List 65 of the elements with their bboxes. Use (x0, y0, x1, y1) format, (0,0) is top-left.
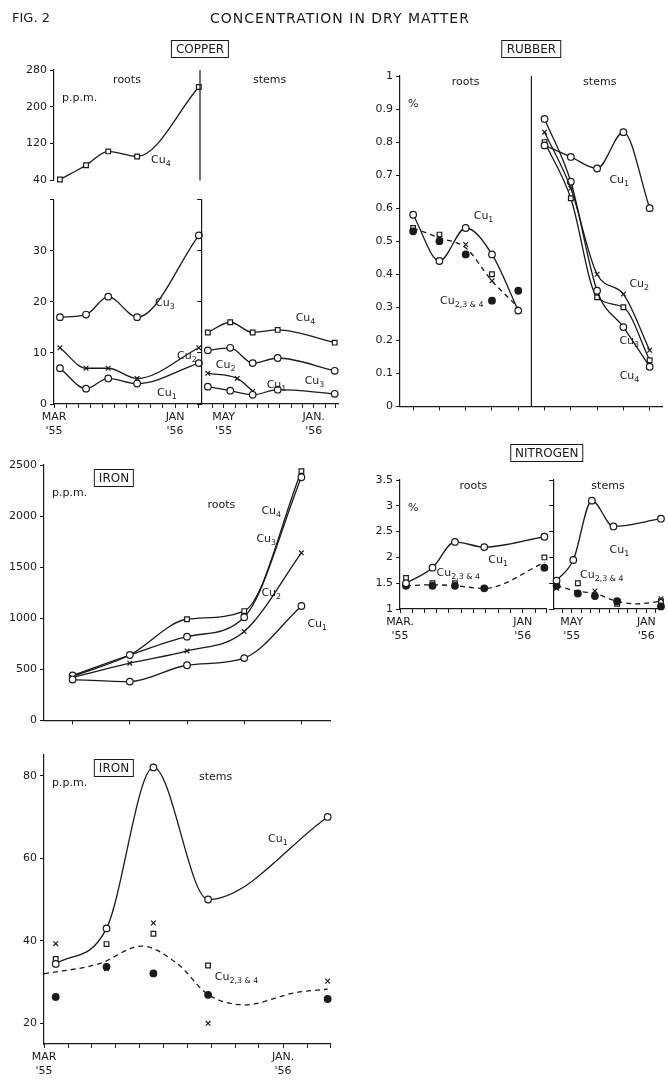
y-axis-title: p.p.m. (62, 90, 98, 104)
y-tick-label: 30 (33, 243, 47, 257)
annotation: roots (207, 497, 236, 511)
y-tick-label: 2 (386, 550, 393, 564)
y-tick-label: 20 (33, 294, 47, 308)
y-tick-label: 0.4 (375, 267, 393, 281)
y-tick-label: 80 (23, 768, 37, 782)
y-tick-label: 0.3 (375, 300, 393, 314)
annotation: roots (451, 74, 480, 88)
y-tick-label: 500 (16, 662, 37, 676)
y-tick-label: 0 (386, 399, 393, 413)
y-tick-label: 0.9 (375, 101, 393, 115)
y-axis-title: p.p.m. (52, 775, 88, 789)
y-tick-label: 3.5 (375, 472, 393, 486)
y-tick-label: 0 (30, 713, 37, 727)
y-tick-label: 0 (40, 396, 47, 410)
y-tick-label: 1.5 (375, 576, 393, 590)
text: stems (252, 72, 287, 86)
y-tick-label: 0.8 (375, 134, 393, 148)
text: CONCENTRATION IN DRY MATTER (209, 10, 471, 26)
y-tick-label: 10 (33, 345, 47, 359)
y-tick-label: 0.2 (375, 333, 393, 347)
y-axis-title: % (408, 500, 419, 514)
y-tick-label: 1500 (9, 560, 37, 574)
x-tick-label: MAR '55 (41, 410, 67, 437)
y-tick-label: 0.1 (375, 366, 393, 380)
chart-title: RUBBER (501, 40, 562, 58)
x-tick-label: JAN. '56 (301, 410, 325, 437)
y-tick-label: 1 (386, 68, 393, 82)
y-tick-label: 2000 (9, 508, 37, 522)
x-tick-label: JAN '56 (635, 615, 656, 642)
y-tick-label: 0.5 (375, 234, 393, 248)
text: IRON (93, 759, 135, 777)
y-axis-title: % (408, 96, 419, 110)
y-tick-label: 1000 (9, 611, 37, 625)
annotation: stems (591, 478, 625, 492)
y-axis-title: p.p.m. (52, 485, 88, 499)
y-tick-label: 60 (23, 851, 37, 865)
x-tick-label: JAN '56 (164, 410, 185, 437)
x-tick-label: JAN. '56 (270, 1050, 295, 1077)
y-tick-label: 0.6 (375, 201, 393, 215)
y-tick-label: 2.5 (375, 524, 393, 538)
x-tick-label: MAY '55 (560, 615, 584, 642)
y-tick-label: 40 (23, 933, 37, 947)
annotation: roots (459, 478, 488, 492)
annotation: stems (583, 74, 617, 88)
caption: FIG. 2 (12, 10, 50, 25)
y-tick-label: 2500 (9, 457, 37, 471)
annotation: stems (198, 769, 233, 783)
x-tick-label: MAR. '55 (386, 615, 414, 642)
y-tick-label: 280 (26, 62, 47, 76)
y-tick-label: 0.7 (375, 167, 393, 181)
y-tick-label: 120 (26, 136, 47, 150)
chart-title: COPPER (170, 40, 230, 58)
y-tick-label: 40 (33, 173, 47, 187)
x-tick-label: MAY '55 (212, 410, 236, 437)
chart-title: NITROGEN (510, 444, 584, 462)
y-tick-label: 1 (386, 601, 393, 615)
x-tick-label: JAN '56 (512, 615, 533, 642)
y-tick-label: 200 (26, 99, 47, 113)
text: IRON (93, 469, 135, 487)
y-tick-label: 3 (386, 498, 393, 512)
annotation: roots (113, 72, 142, 86)
x-tick-label: MAR '55 (31, 1050, 57, 1077)
y-tick-label: 20 (23, 1016, 37, 1030)
